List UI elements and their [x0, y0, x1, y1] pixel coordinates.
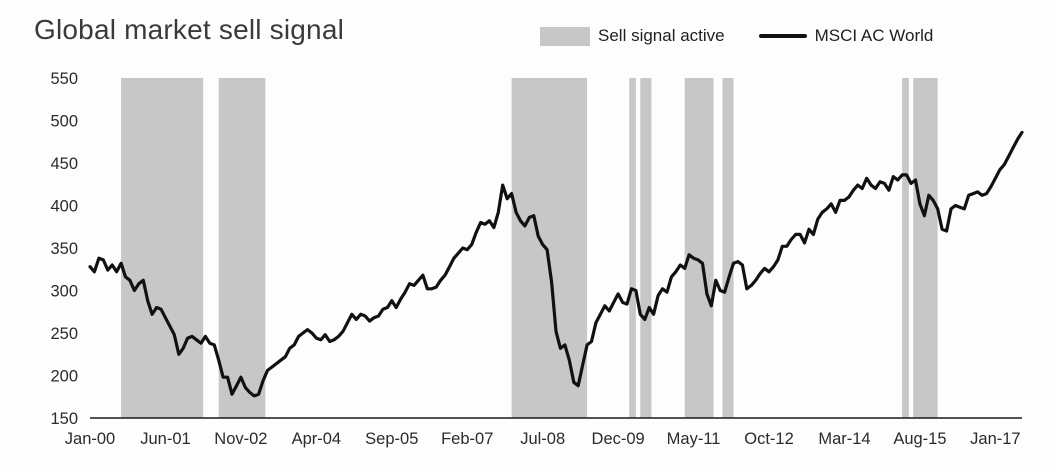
x-tick-label: Jun-01 [140, 430, 190, 448]
y-tick-label: 400 [50, 197, 78, 215]
sell-band [121, 78, 204, 418]
x-tick-label: Apr-04 [292, 430, 342, 448]
sell-band [629, 78, 636, 418]
x-tick-label: Jul-08 [520, 430, 565, 448]
legend: Sell signal active MSCI AC World [540, 26, 933, 46]
y-tick-label: 550 [50, 70, 78, 88]
legend-item-sell-signal: Sell signal active [540, 26, 725, 46]
sell-band [722, 78, 734, 418]
sell-band [640, 78, 652, 418]
sell-band [684, 78, 714, 418]
x-tick-label: Aug-15 [893, 430, 946, 448]
msci-line-swatch [758, 34, 807, 38]
x-tick-label: Jan-00 [65, 430, 115, 448]
y-tick-label: 500 [50, 112, 78, 130]
x-tick-label: Jan-17 [970, 430, 1020, 448]
y-tick-label: 150 [50, 410, 78, 428]
y-tick-label: 450 [50, 155, 78, 173]
y-tick-label: 350 [50, 240, 78, 258]
chart-title: Global market sell signal [34, 14, 345, 45]
sell-band [511, 78, 588, 418]
x-tick-label: Feb-07 [441, 430, 493, 448]
x-tick-label: Dec-09 [592, 430, 645, 448]
sell-band [218, 78, 266, 418]
sell-signal-swatch [540, 26, 590, 46]
x-tick-label: Oct-12 [744, 430, 794, 448]
sell-signal-label: Sell signal active [598, 26, 725, 45]
y-tick-label: 300 [50, 282, 78, 300]
sell-band [913, 78, 938, 418]
x-tick-label: Sep-05 [365, 430, 418, 448]
y-tick-label: 250 [50, 325, 78, 343]
msci-label: MSCI AC World [814, 26, 934, 45]
x-tick-label: May-11 [667, 430, 721, 448]
msci-line [88, 130, 1024, 398]
sell-band [902, 78, 909, 418]
legend-item-msci: MSCI AC World [758, 26, 934, 46]
x-tick-label: Nov-02 [214, 430, 267, 448]
y-tick-label: 200 [50, 367, 78, 385]
x-tick-label: Mar-14 [818, 430, 870, 448]
